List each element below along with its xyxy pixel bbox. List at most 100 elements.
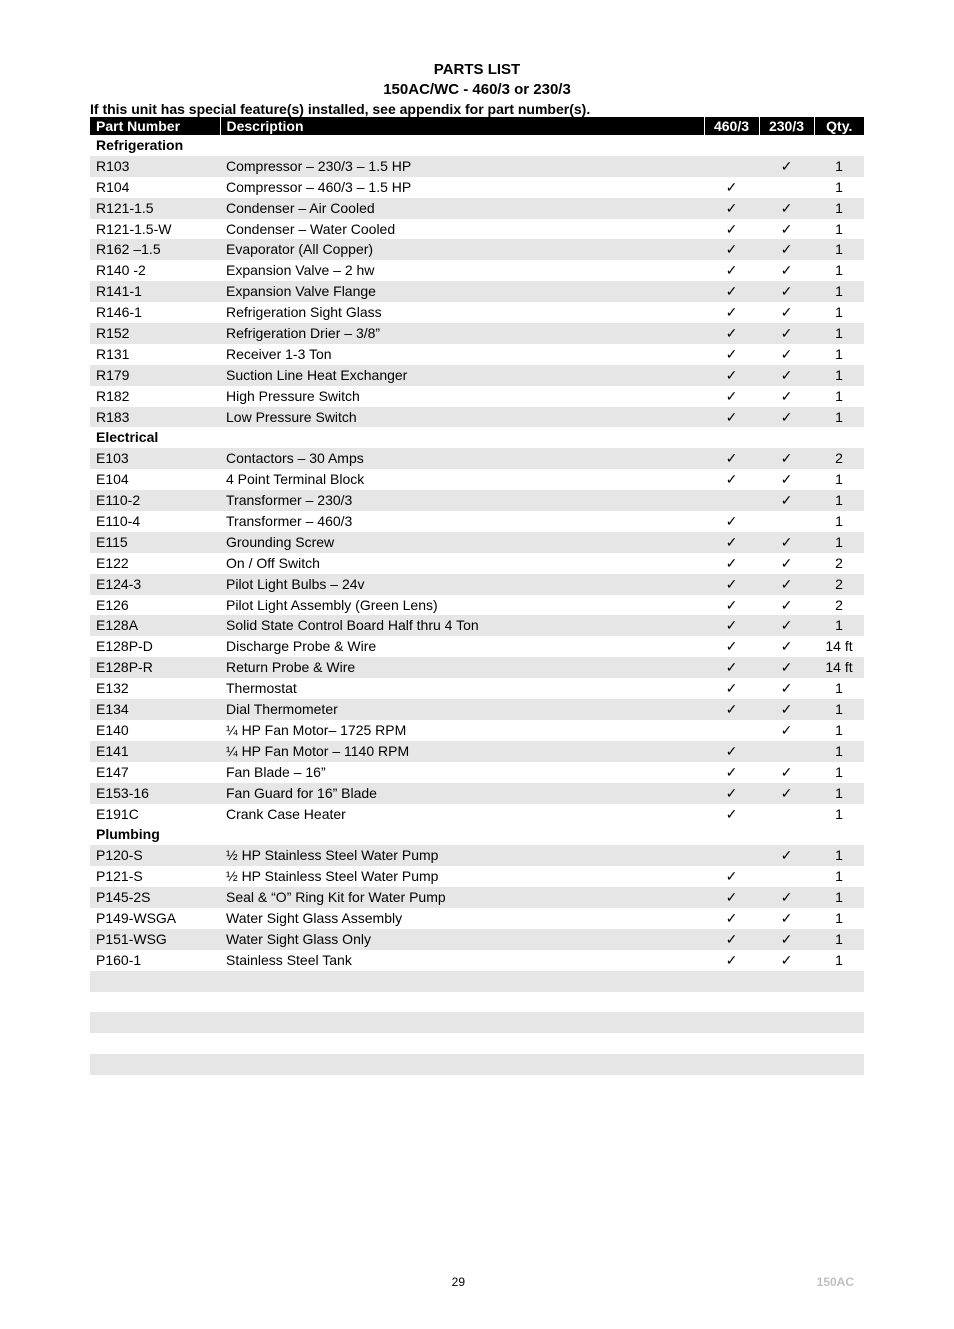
cell-230-check: ✓ [759,198,814,219]
cell-230-check: ✓ [759,929,814,950]
cell-qty: 1 [814,302,864,323]
table-row [90,1012,864,1033]
col-header-part-number: Part Number [90,117,220,135]
table-row: R121-1.5Condenser – Air Cooled✓✓1 [90,198,864,219]
cell-part-number: R131 [90,344,220,365]
cell-description: Refrigeration Sight Glass [220,302,704,323]
empty-cell [220,1054,704,1075]
cell-230-check: ✓ [759,908,814,929]
cell-460-check: ✓ [704,469,759,490]
cell-part-number: R152 [90,323,220,344]
cell-description: Pilot Light Assembly (Green Lens) [220,595,704,616]
cell-qty: 1 [814,344,864,365]
cell-460-check: ✓ [704,386,759,407]
cell-part-number: E132 [90,678,220,699]
table-row: R103Compressor – 230/3 – 1.5 HP✓1 [90,156,864,177]
cell-description: Condenser – Water Cooled [220,219,704,240]
page-title-line2: 150AC/WC - 460/3 or 230/3 [90,80,864,100]
cell-description: Receiver 1-3 Ton [220,344,704,365]
cell-description: Solid State Control Board Half thru 4 To… [220,615,704,636]
cell-part-number: E104 [90,469,220,490]
cell-230-check: ✓ [759,574,814,595]
cell-description: Fan Guard for 16” Blade [220,783,704,804]
table-row [90,1033,864,1054]
table-row: R140 -2Expansion Valve – 2 hw✓✓1 [90,260,864,281]
cell-230-check: ✓ [759,302,814,323]
cell-460-check: ✓ [704,678,759,699]
empty-cell [759,992,814,1013]
cell-230-check: ✓ [759,553,814,574]
footer-model: 150AC [817,1275,854,1289]
cell-460-check: ✓ [704,929,759,950]
cell-description: Low Pressure Switch [220,407,704,428]
cell-part-number: P145-2S [90,887,220,908]
cell-230-check [759,804,814,825]
col-header-230-3: 230/3 [759,117,814,135]
cell-description: Transformer – 230/3 [220,490,704,511]
parts-list-table: Part Number Description 460/3 230/3 Qty.… [90,117,864,1075]
cell-230-check: ✓ [759,887,814,908]
cell-460-check: ✓ [704,260,759,281]
table-row: P145-2SSeal & “O” Ring Kit for Water Pum… [90,887,864,908]
cell-460-check: ✓ [704,762,759,783]
cell-460-check: ✓ [704,783,759,804]
cell-qty: 1 [814,908,864,929]
table-row: E103Contactors – 30 Amps✓✓2 [90,448,864,469]
table-row: R121-1.5-WCondenser – Water Cooled✓✓1 [90,219,864,240]
cell-part-number: E128P-R [90,657,220,678]
cell-230-check: ✓ [759,720,814,741]
cell-qty: 1 [814,511,864,532]
table-row: E128P-RReturn Probe & Wire✓✓14 ft [90,657,864,678]
cell-230-check: ✓ [759,699,814,720]
cell-part-number: R179 [90,365,220,386]
cell-230-check: ✓ [759,239,814,260]
cell-460-check: ✓ [704,699,759,720]
cell-460-check: ✓ [704,887,759,908]
cell-qty: 1 [814,386,864,407]
cell-qty: 1 [814,720,864,741]
cell-qty: 1 [814,866,864,887]
cell-230-check: ✓ [759,386,814,407]
cell-460-check [704,845,759,866]
cell-230-check [759,177,814,198]
col-header-description: Description [220,117,704,135]
cell-qty: 14 ft [814,657,864,678]
cell-part-number: R140 -2 [90,260,220,281]
cell-460-check: ✓ [704,741,759,762]
cell-qty: 1 [814,365,864,386]
cell-part-number: E103 [90,448,220,469]
table-row: P151-WSGWater Sight Glass Only✓✓1 [90,929,864,950]
cell-part-number: R146-1 [90,302,220,323]
col-header-460-3: 460/3 [704,117,759,135]
table-row [90,992,864,1013]
empty-cell [704,1012,759,1033]
table-row: E110-4Transformer – 460/3✓1 [90,511,864,532]
empty-cell [220,992,704,1013]
table-row: P149-WSGAWater Sight Glass Assembly✓✓1 [90,908,864,929]
empty-cell [814,1012,864,1033]
empty-cell [759,1012,814,1033]
table-row: E140¼ HP Fan Motor– 1725 RPM✓1 [90,720,864,741]
cell-460-check [704,156,759,177]
cell-460-check: ✓ [704,657,759,678]
cell-qty: 1 [814,950,864,971]
cell-qty: 2 [814,574,864,595]
cell-description: Water Sight Glass Only [220,929,704,950]
empty-cell [814,971,864,992]
cell-part-number: E134 [90,699,220,720]
page-number: 29 [100,1275,817,1289]
cell-part-number: P120-S [90,845,220,866]
cell-230-check: ✓ [759,845,814,866]
empty-cell [220,1012,704,1033]
cell-460-check: ✓ [704,511,759,532]
page-footer: 29 150AC [90,1275,864,1289]
cell-qty: 1 [814,469,864,490]
cell-qty: 1 [814,156,864,177]
cell-230-check: ✓ [759,657,814,678]
cell-description: Transformer – 460/3 [220,511,704,532]
cell-part-number: E147 [90,762,220,783]
table-row: E191CCrank Case Heater✓1 [90,804,864,825]
cell-230-check: ✓ [759,636,814,657]
cell-part-number: R104 [90,177,220,198]
cell-description: Discharge Probe & Wire [220,636,704,657]
